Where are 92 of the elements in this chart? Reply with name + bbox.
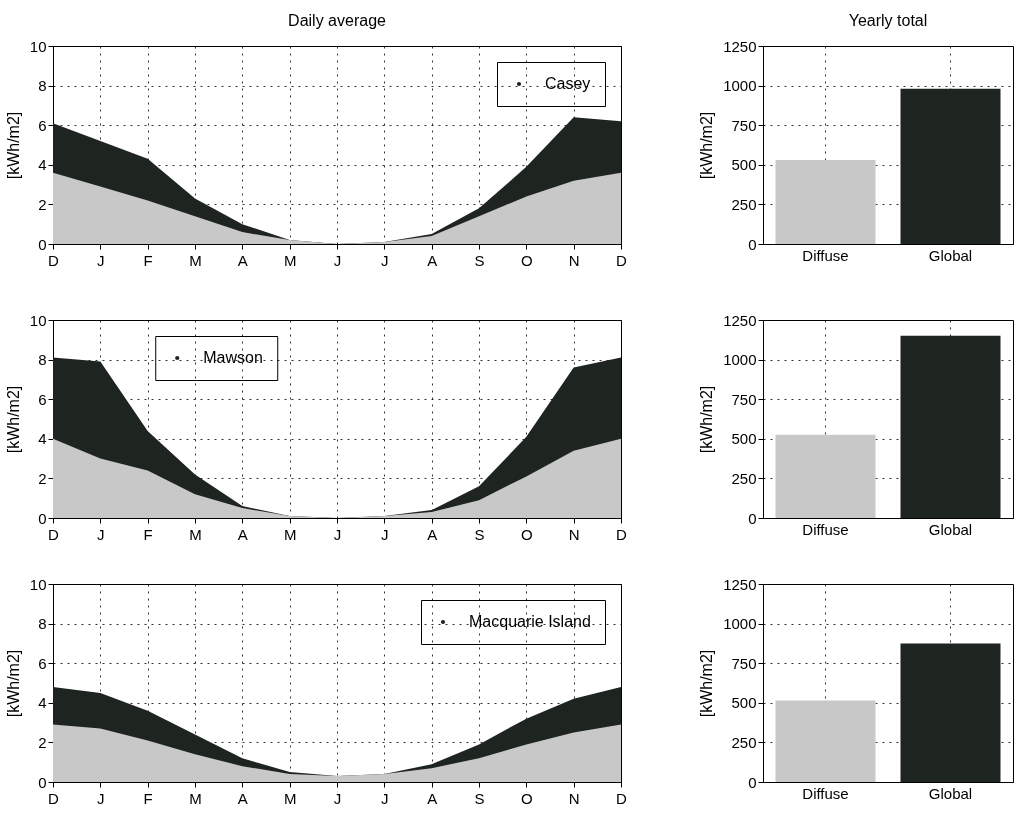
y-tick-label: 750 — [731, 116, 757, 134]
y-tick-label: 8 — [38, 351, 47, 369]
x-tick-label: D — [48, 251, 60, 269]
y-tick-label: 2 — [38, 733, 47, 751]
text: Macquarie Island — [469, 613, 591, 630]
y-tick-label: 6 — [38, 116, 47, 134]
x-tick-label: A — [427, 251, 438, 269]
x-tick-label: Global — [928, 520, 973, 538]
x-tick-label: A — [237, 789, 248, 807]
y-tick-label: 10 — [29, 37, 47, 55]
x-tick-label: J — [333, 789, 342, 807]
x-tick-label: O — [521, 789, 533, 807]
x-tick-label: J — [97, 789, 105, 807]
x-tick-label: M — [283, 789, 297, 807]
y-tick-label: 0 — [748, 235, 757, 253]
x-tick-label: Diffuse — [802, 520, 849, 538]
x-tick-label: J — [97, 525, 105, 543]
y-tick-label: 6 — [38, 654, 47, 672]
x-tick-label: D — [616, 789, 628, 807]
y-tick-label: 0 — [748, 509, 757, 527]
x-tick-label: O — [521, 251, 533, 269]
x-tick-label: D — [48, 525, 60, 543]
x-tick-label: J — [97, 251, 105, 269]
x-tick-label: A — [427, 789, 438, 807]
y-tick-label: 750 — [731, 654, 757, 672]
y-tick-label: 10 — [29, 575, 47, 593]
x-tick-label: S — [474, 789, 485, 807]
y-tick-label: 8 — [38, 615, 47, 633]
y-tick-label: 250 — [731, 469, 757, 487]
x-tick-label: Global — [928, 784, 973, 802]
x-tick-label: F — [143, 789, 153, 807]
x-tick-label: M — [189, 525, 202, 543]
x-tick-label: Global — [928, 246, 973, 264]
x-tick-label: S — [474, 525, 485, 543]
chart-title: Yearly total — [848, 12, 928, 29]
y-axis-title: [kWh/m2] — [698, 649, 716, 718]
y-axis-title: [kWh/m2] — [4, 649, 22, 718]
y-tick-label: 250 — [731, 733, 757, 751]
y-tick-label: 8 — [38, 77, 47, 95]
x-tick-label: N — [568, 251, 580, 269]
y-tick-label: 0 — [38, 773, 47, 791]
x-tick-label: S — [474, 251, 485, 269]
x-tick-label: J — [381, 525, 389, 543]
y-tick-label: 4 — [38, 694, 47, 712]
x-tick-label: O — [521, 525, 533, 543]
x-tick-label: M — [189, 251, 202, 269]
y-tick-label: 10 — [29, 311, 47, 329]
y-axis-title: [kWh/m2] — [698, 111, 716, 180]
x-tick-label: D — [48, 789, 60, 807]
y-axis-title: [kWh/m2] — [4, 385, 22, 454]
y-tick-label: 0 — [38, 509, 47, 527]
y-tick-label: 6 — [38, 390, 47, 408]
y-tick-label: 0 — [38, 235, 47, 253]
x-tick-label: A — [237, 251, 248, 269]
x-tick-label: Diffuse — [802, 246, 849, 264]
y-tick-label: 250 — [731, 195, 757, 213]
y-tick-label: 1000 — [723, 615, 757, 633]
y-tick-label: 4 — [38, 156, 47, 174]
x-tick-label: J — [333, 251, 342, 269]
y-tick-label: 4 — [38, 430, 47, 448]
y-axis-title: [kWh/m2] — [4, 111, 22, 180]
x-tick-label: F — [143, 251, 153, 269]
y-tick-label: 500 — [731, 694, 757, 712]
y-tick-label: 750 — [731, 390, 757, 408]
x-tick-label: M — [283, 251, 297, 269]
y-tick-label: 2 — [38, 195, 47, 213]
x-tick-label: M — [189, 789, 202, 807]
y-tick-label: 500 — [731, 156, 757, 174]
y-tick-label: 1250 — [723, 37, 757, 55]
chart-title: Daily average — [288, 12, 387, 29]
x-tick-label: F — [143, 525, 153, 543]
x-tick-label: A — [427, 525, 438, 543]
x-tick-label: J — [381, 251, 389, 269]
x-tick-label: Diffuse — [802, 784, 849, 802]
y-tick-label: 1250 — [723, 575, 757, 593]
y-tick-label: 500 — [731, 430, 757, 448]
y-tick-label: 2 — [38, 469, 47, 487]
y-tick-label: 0 — [748, 773, 757, 791]
x-tick-label: A — [237, 525, 248, 543]
x-tick-label: D — [616, 525, 628, 543]
y-tick-label: 1000 — [723, 351, 757, 369]
y-axis-title: [kWh/m2] — [698, 385, 716, 454]
x-tick-label: M — [283, 525, 297, 543]
text: Mawson — [203, 349, 263, 366]
x-tick-label: N — [568, 525, 580, 543]
x-tick-label: J — [333, 525, 342, 543]
series-label: Casey — [545, 75, 591, 92]
y-tick-label: 1250 — [723, 311, 757, 329]
x-tick-label: J — [381, 789, 389, 807]
y-tick-label: 1000 — [723, 77, 757, 95]
x-tick-label: N — [568, 789, 580, 807]
x-tick-label: D — [616, 251, 628, 269]
